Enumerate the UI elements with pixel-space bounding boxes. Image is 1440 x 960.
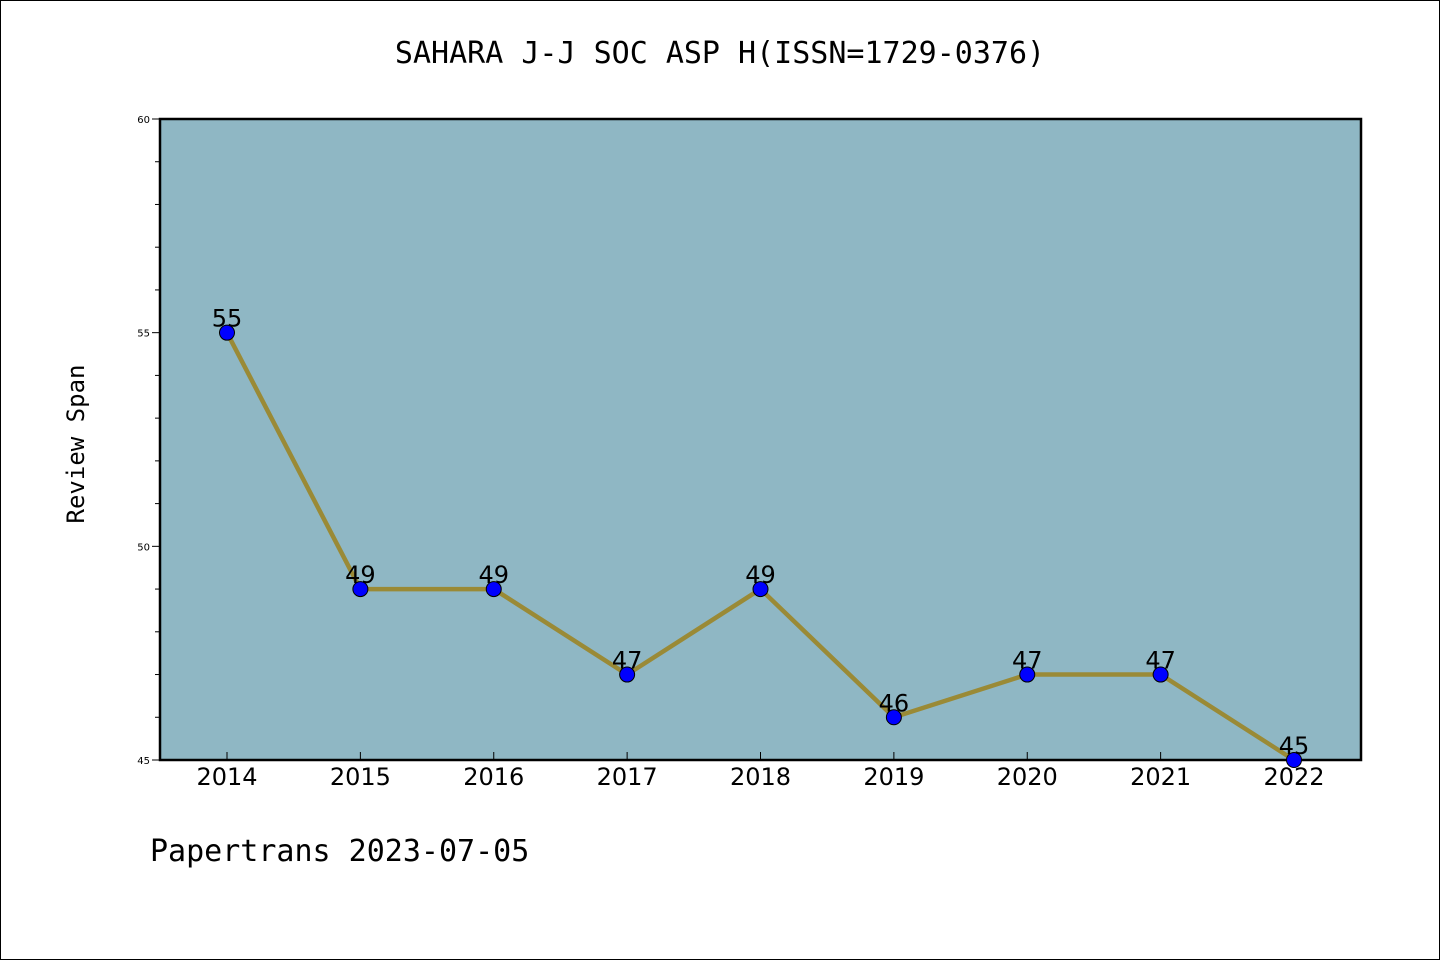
data-label: 49 [478,561,509,589]
data-point [485,581,502,598]
x-tick-label: 2017 [597,763,658,791]
y-tick-label: 60 [137,115,150,126]
y-axis-ticks: 45 50 55 60 [137,115,160,767]
plot-area [158,117,1363,762]
data-label: 47 [1012,647,1043,675]
data-point [219,324,235,341]
x-tick-label: 2021 [1130,763,1191,791]
data-point [1019,666,1036,683]
x-tick-label: 2016 [463,763,524,791]
data-point [752,581,769,598]
data-label: 47 [612,647,643,675]
x-tick-label: 2015 [330,763,391,791]
y-tick-label: 50 [137,542,150,553]
footer-text: Papertrans 2023-07-05 [150,834,530,869]
data-label: 49 [745,561,776,589]
chart-title: SAHARA J-J SOC ASP H(ISSN=1729-0376) [394,36,1046,71]
data-label: 49 [345,561,376,589]
y-tick-label: 45 [137,756,150,767]
y-tick-label: 55 [137,329,150,340]
data-point [1152,666,1169,683]
x-tick-label: 2019 [863,763,924,791]
data-label: 55 [212,305,243,333]
data-point [352,581,369,598]
x-axis-ticks: 2014 2015 2016 2017 2018 2019 2020 2021 2022 [196,752,1325,791]
x-tick-label: 2014 [196,763,257,791]
data-labels: 55 49 49 47 49 46 47 47 45 [212,305,1310,760]
data-point [619,666,636,683]
data-points [219,324,1302,768]
x-tick-label: 2020 [997,763,1058,791]
x-tick-label: 2018 [730,763,791,791]
data-point [885,709,902,726]
data-label: 47 [1145,647,1176,675]
data-label: 46 [879,689,910,717]
data-point [1286,752,1302,768]
data-label: 45 [1279,732,1310,760]
